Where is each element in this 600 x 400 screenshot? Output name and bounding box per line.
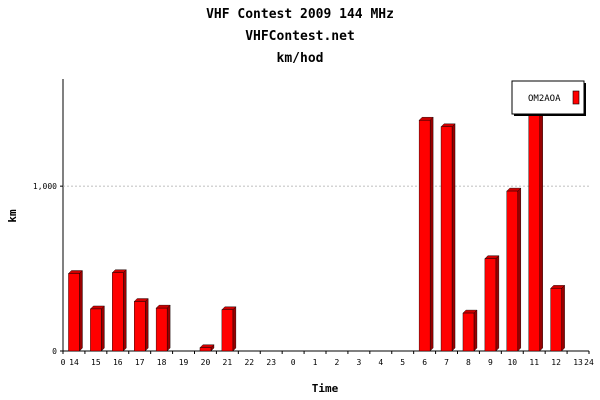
bar-side [123, 269, 127, 352]
x-tick-label: 10 [507, 358, 517, 367]
legend-box-shadow-right [584, 83, 586, 116]
chart-title: VHF Contest 2009 144 MHz [206, 7, 394, 22]
bar [111, 269, 127, 352]
bar-side [473, 309, 478, 352]
x-tick-label: 8 [466, 358, 471, 367]
bar-side [451, 123, 456, 352]
bar-side [79, 270, 83, 352]
x-axis-start-label: 0 [61, 358, 66, 367]
bar-front [550, 288, 562, 352]
legend-label: OM2AOA [528, 94, 561, 104]
x-tick-label: 22 [244, 358, 254, 367]
bar-front [418, 120, 431, 352]
x-tick-label: 2 [335, 358, 340, 367]
bars-layer [67, 100, 566, 352]
bar-front [528, 103, 540, 352]
bar-side [166, 304, 171, 352]
bar [133, 298, 149, 352]
bar-side [232, 306, 237, 352]
bar-side [145, 298, 149, 352]
bar [550, 284, 566, 352]
bar [221, 306, 237, 352]
bar-front [68, 273, 80, 352]
bar-side [495, 255, 500, 352]
y-tick-label: 1,000 [33, 182, 57, 191]
bar-front [506, 190, 518, 352]
bar-front [484, 258, 497, 352]
bar-front [462, 312, 475, 352]
bar-front [90, 308, 102, 352]
y-axis-title: km [6, 209, 19, 223]
x-tick-label: 20 [201, 358, 211, 367]
x-tick-label: 13 [573, 358, 583, 367]
chart-subtitle-units: km/hod [276, 51, 324, 66]
bar [89, 305, 105, 352]
bar-front [112, 272, 124, 352]
x-tick-label: 14 [69, 358, 79, 367]
bar-front [199, 347, 212, 352]
bar-side [517, 187, 521, 352]
legend-box [511, 80, 585, 115]
bar-front [440, 126, 453, 352]
legend-swatch [572, 90, 580, 105]
x-axis-title: Time [312, 382, 339, 395]
y-tick-label: 0 [52, 347, 57, 356]
x-tick-label: 7 [444, 358, 449, 367]
x-tick-label: 23 [266, 358, 276, 367]
legend-box-shadow-bottom [514, 114, 586, 116]
x-tick-label: 17 [135, 358, 145, 367]
x-tick-label: 9 [488, 358, 493, 367]
x-tick-label: 5 [400, 358, 405, 367]
x-tick-label: 18 [157, 358, 167, 367]
chart-subtitle: VHFContest.net [245, 29, 355, 44]
x-tick-label: 15 [91, 358, 101, 367]
bar-side [561, 284, 565, 352]
bar-side [101, 305, 105, 352]
x-tick-label: 21 [223, 358, 233, 367]
bar [528, 100, 544, 352]
x-tick-label: 3 [356, 358, 361, 367]
x-tick-label: 0 [291, 358, 296, 367]
bar [484, 255, 500, 352]
bar-side [429, 116, 434, 352]
bar-front [134, 301, 146, 352]
x-tick-label: 16 [113, 358, 123, 367]
x-tick-label: 19 [179, 358, 189, 367]
bar [506, 187, 522, 352]
bar [199, 344, 215, 352]
bar-front [221, 309, 234, 352]
x-tick-label: 11 [529, 358, 539, 367]
bar-front [155, 307, 168, 352]
bar [67, 270, 83, 352]
x-tick-label: 1 [313, 358, 318, 367]
x-tick-label: 12 [551, 358, 561, 367]
bar-side [539, 100, 543, 352]
bar [418, 116, 434, 352]
legend: OM2AOA [511, 80, 586, 116]
x-axis-end-label: 24 [584, 358, 594, 367]
bar [462, 309, 478, 352]
x-tick-label: 4 [378, 358, 383, 367]
bar [155, 304, 171, 352]
x-tick-label: 6 [422, 358, 427, 367]
bar [440, 123, 456, 352]
